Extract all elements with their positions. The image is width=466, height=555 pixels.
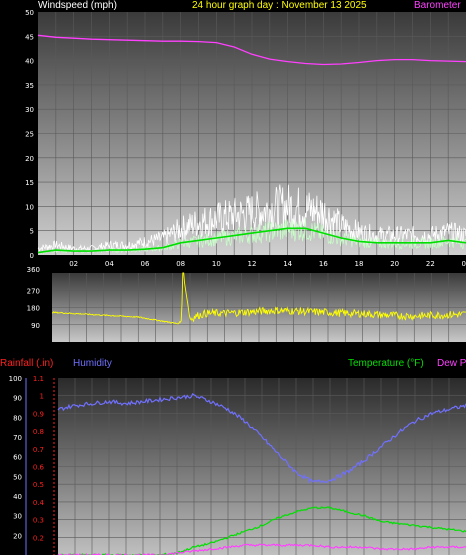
x-tick-hour: 04: [105, 260, 114, 268]
x-tick-hour: 06: [141, 260, 150, 268]
x-tick-hour: 12: [248, 260, 257, 268]
y-tick-wind: 50: [25, 9, 34, 17]
y-tick-rainfall: 0.7: [33, 446, 44, 454]
y-tick-humidity: 40: [13, 493, 22, 501]
dewpoint-label: Dew P: [437, 358, 466, 369]
y-tick-rainfall: 0.4: [33, 499, 45, 507]
x-tick-hour: 20: [390, 260, 399, 268]
chart-date-title: 24 hour graph day : November 13 2025: [192, 0, 367, 11]
y-tick-rainfall: 0.5: [33, 481, 44, 489]
x-tick-hour: 16: [319, 260, 328, 268]
x-tick-hour: 22: [426, 260, 435, 268]
y-tick-humidity: 80: [13, 414, 22, 422]
rainfall-label: Rainfall (.in): [0, 358, 54, 369]
x-tick-hour: 10: [212, 260, 221, 268]
y-tick-humidity: 50: [13, 473, 22, 481]
barometer-label: Barometer: [414, 0, 461, 11]
wind-direction-line: [51, 272, 466, 325]
y-tick-wind: 45: [25, 33, 34, 41]
humidity-label: Humidity: [73, 358, 112, 369]
windspeed-average-line: [37, 227, 466, 254]
y-tick-rainfall: 0.6: [33, 464, 45, 472]
y-tick-wind: 40: [25, 58, 34, 66]
y-tick-rainfall: 0.8: [33, 428, 44, 436]
y-tick-direction: 360: [27, 266, 40, 274]
windspeed-gust-line: [37, 184, 466, 252]
windspeed-label: Windspeed (mph): [38, 0, 117, 11]
y-tick-humidity: 70: [13, 434, 22, 442]
y-tick-wind: 30: [25, 106, 34, 114]
barometer-line: [37, 34, 466, 66]
y-tick-humidity: 100: [9, 375, 22, 383]
y-tick-rainfall: 1.1: [33, 375, 44, 383]
y-tick-humidity: 30: [13, 513, 22, 521]
y-tick-wind: 0: [30, 252, 34, 260]
x-tick-hour: 00: [462, 260, 466, 268]
y-tick-humidity: 60: [13, 454, 22, 462]
y-tick-wind: 35: [25, 82, 34, 90]
x-tick-hour: 02: [69, 260, 78, 268]
y-tick-wind: 5: [30, 228, 34, 236]
x-tick-hour: 18: [355, 260, 364, 268]
y-tick-rainfall: 0.9: [33, 410, 44, 418]
x-tick-hour: 14: [283, 260, 292, 268]
y-tick-rainfall: 0.3: [33, 517, 44, 525]
humidity-line: [57, 392, 466, 484]
y-tick-direction: 180: [27, 305, 40, 313]
y-tick-direction: 270: [27, 287, 40, 295]
dewpoint-line: [57, 543, 466, 555]
y-tick-rainfall: 1: [40, 393, 44, 401]
y-tick-humidity: 20: [13, 532, 22, 540]
y-tick-rainfall: 0.2: [33, 534, 44, 542]
y-tick-direction: 90: [31, 322, 40, 330]
y-tick-wind: 25: [25, 131, 34, 139]
temperature-label: Temperature (°F): [348, 358, 424, 369]
y-tick-wind: 10: [25, 203, 34, 211]
y-tick-wind: 15: [25, 179, 34, 187]
x-tick-hour: 08: [176, 260, 185, 268]
y-tick-wind: 20: [25, 155, 34, 163]
y-tick-humidity: 90: [13, 395, 22, 403]
